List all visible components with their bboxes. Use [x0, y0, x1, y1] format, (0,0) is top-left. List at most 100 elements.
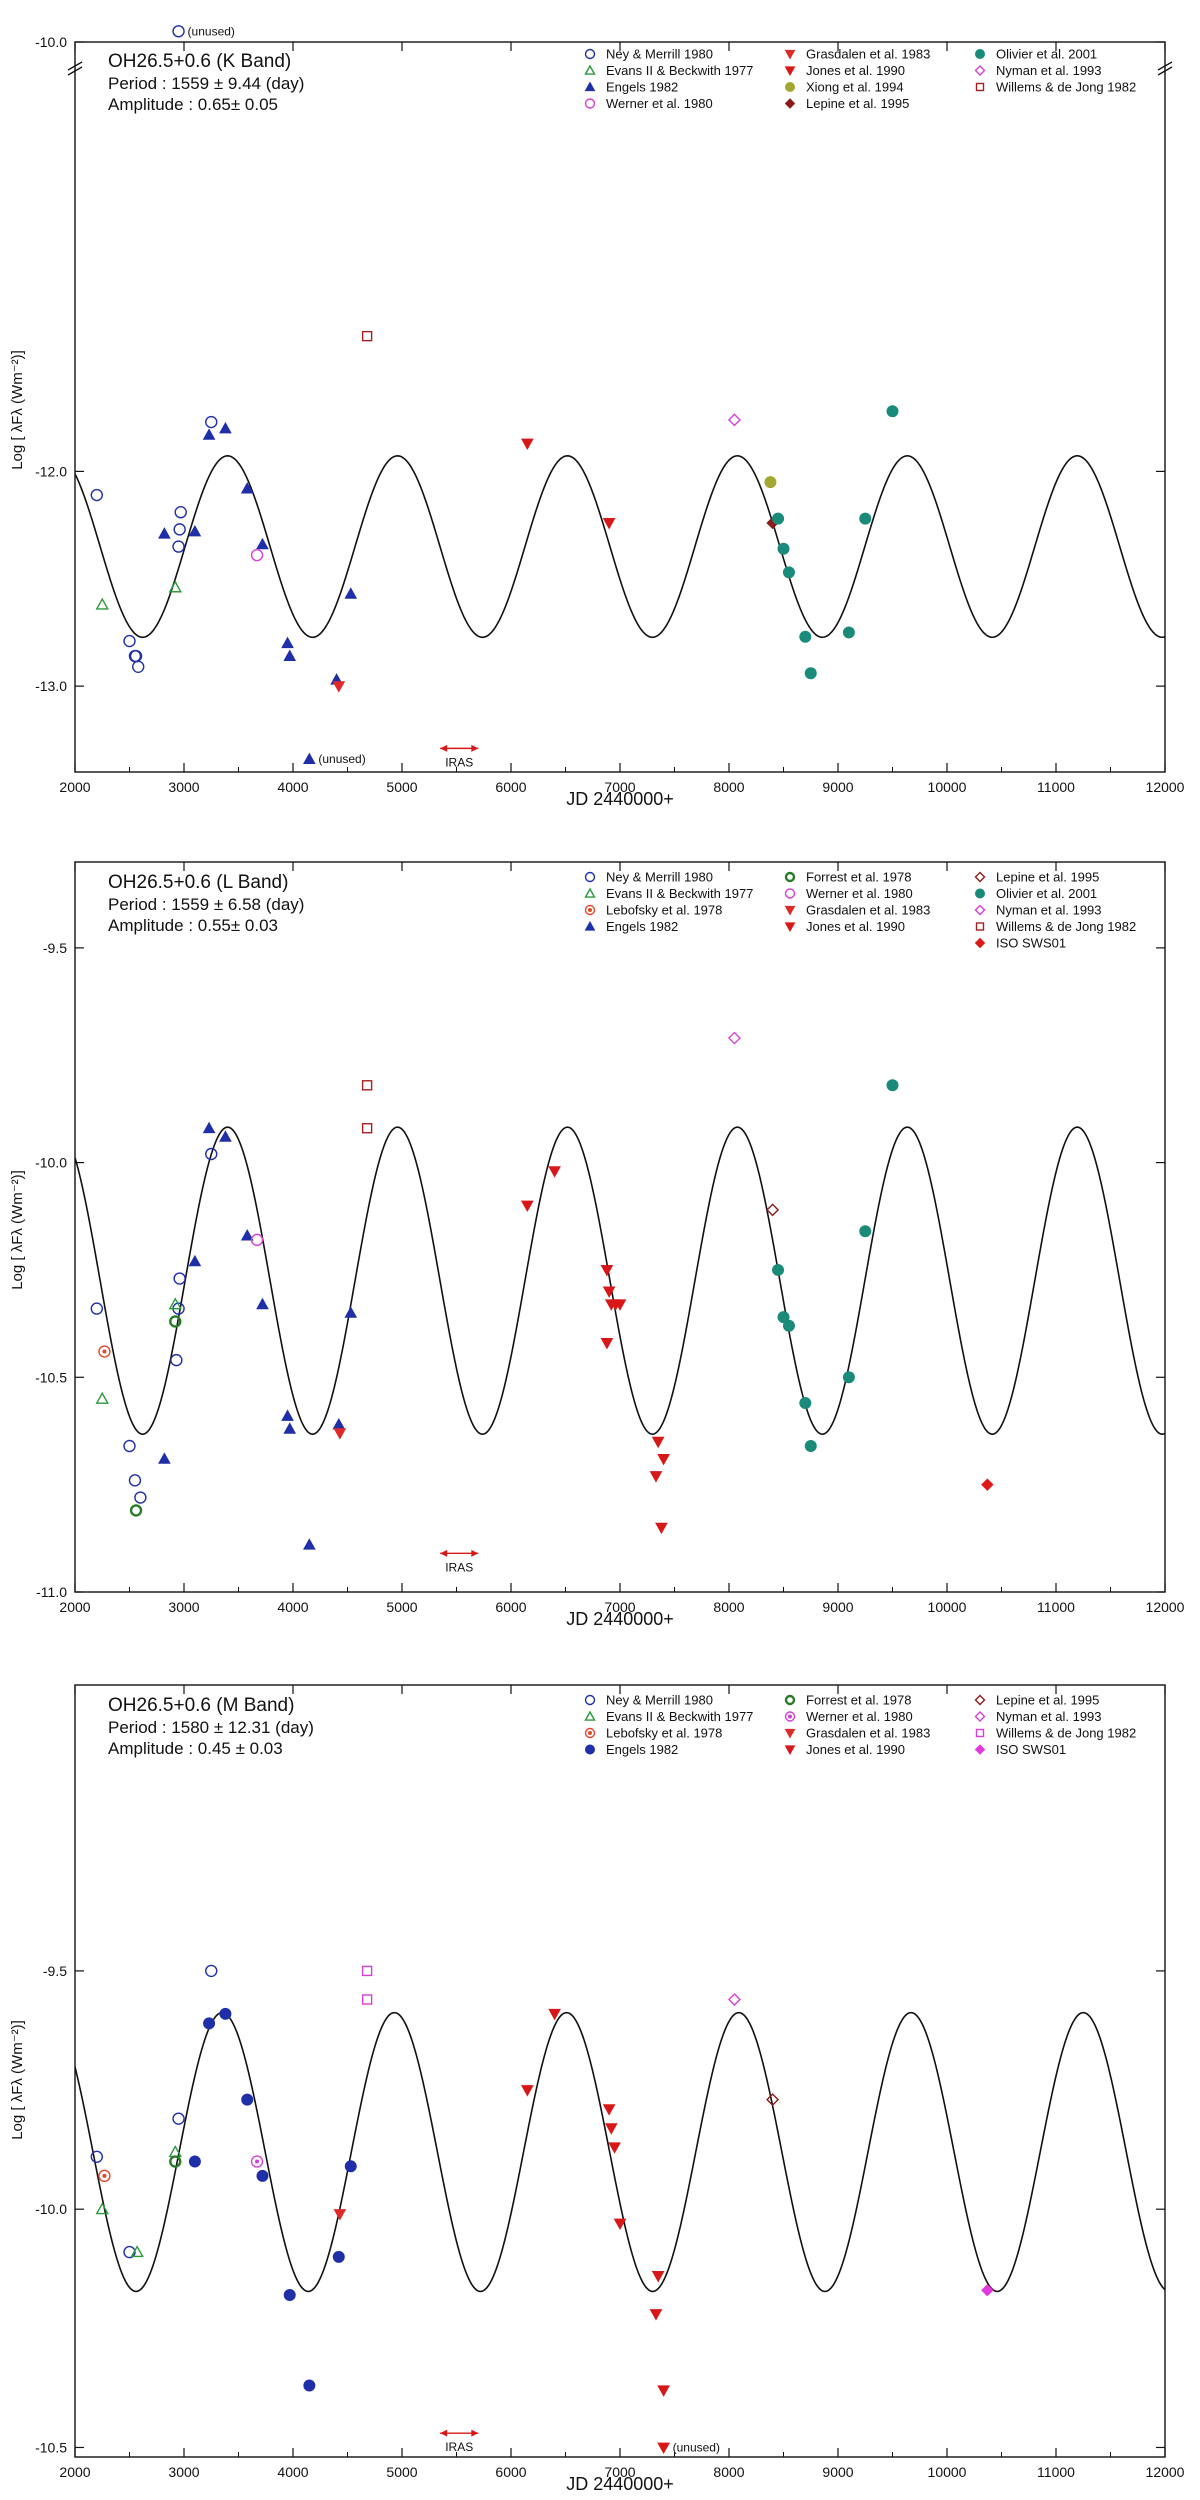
k-band-axis-break	[1157, 66, 1173, 76]
l-band-legend-marker	[584, 871, 596, 883]
m-band-data-point	[613, 2218, 627, 2231]
l-band-legend-label: Willems & de Jong 1982	[996, 919, 1136, 934]
k-band-axis-break	[67, 61, 83, 71]
l-band-legend-marker	[784, 905, 796, 916]
k-band-legend-label: Nyman et al. 1993	[996, 63, 1102, 78]
l-band-data-point	[283, 1422, 297, 1434]
l-band-legend-marker	[975, 922, 985, 931]
m-band-data-point	[649, 2309, 663, 2321]
l-band-data-point	[600, 1338, 614, 1350]
m-band-data-point	[651, 2271, 665, 2283]
k-band-data-point	[95, 597, 109, 610]
m-band-iras-label: IRAS	[445, 2440, 473, 2454]
m-band-data-point	[123, 2245, 136, 2259]
k-band-x-tick-label: 12000	[1146, 779, 1185, 795]
k-band-y-tick-label: -12.0	[35, 463, 67, 479]
l-band-period: Period : 1559 ± 6.58 (day)	[108, 895, 304, 914]
k-band-legend-marker	[584, 81, 596, 92]
l-band-title: OH26.5+0.6 (L Band)	[108, 872, 288, 893]
k-band-data-point	[332, 681, 346, 693]
k-band-unused-point	[172, 25, 185, 38]
l-band-data-point	[95, 1391, 109, 1404]
k-band-data-point	[281, 636, 294, 649]
m-band-legend-marker	[974, 1694, 986, 1706]
k-band-legend-label: Engels 1982	[606, 80, 678, 95]
l-band-x-axis-label: JD 2440000+	[566, 1609, 674, 1629]
k-band-legend-marker	[784, 98, 796, 109]
k-band-unused-point	[303, 752, 316, 765]
m-band-data-point	[205, 1964, 218, 1978]
k-band-legend-label: Lepine et al. 1995	[806, 96, 909, 111]
l-band-data-point	[548, 1166, 561, 1178]
k-band-legend-marker	[584, 98, 596, 109]
k-band-legend-marker	[784, 49, 796, 60]
m-band-legend-marker	[975, 1728, 985, 1738]
k-band-iras-label: IRAS	[445, 755, 473, 769]
l-band-data-point	[205, 1147, 218, 1161]
l-band-data-point	[188, 1254, 202, 1267]
l-band-x-tick-label: 12000	[1146, 1599, 1185, 1615]
m-band-data-point	[766, 2093, 780, 2107]
l-band-x-tick-label: 11000	[1037, 1599, 1075, 1615]
m-band-legend-label: Nyman et al. 1993	[996, 1709, 1102, 1724]
l-band-data-point	[169, 1315, 182, 1328]
l-band-data-point	[613, 1299, 627, 1311]
m-band-data-point	[95, 2202, 109, 2215]
k-band-y-tick-label: -13.0	[35, 678, 67, 694]
m-band-data-point	[333, 2209, 347, 2221]
m-band-x-tick-label: 10000	[928, 2464, 967, 2480]
m-band-y-tick-label: -9.5	[43, 1963, 67, 1979]
m-band-x-tick-label: 7000	[604, 2464, 635, 2480]
m-band-data-point	[90, 2150, 104, 2163]
m-band-legend-marker	[784, 1694, 796, 1706]
l-band-data-point	[170, 1353, 183, 1367]
k-band-x-tick-label: 8000	[713, 779, 744, 795]
m-band-data-point	[344, 2160, 357, 2173]
m-band-data-point	[361, 1994, 373, 2005]
m-band-data-point	[602, 2104, 616, 2116]
l-band-data-point	[655, 1522, 668, 1535]
l-band-data-point	[766, 1203, 780, 1217]
l-band-x-tick-label: 2000	[59, 1599, 90, 1615]
l-band-legend-label: Werner et al. 1980	[806, 886, 913, 901]
m-band-iras-arrow-head	[471, 2429, 479, 2437]
l-band-data-point	[250, 1233, 264, 1247]
m-band-x-tick-label: 9000	[822, 2464, 853, 2480]
m-band-legend-marker	[784, 1728, 796, 1739]
k-band-legend-label: Xiong et al. 1994	[806, 80, 904, 95]
l-band-legend-marker	[584, 887, 596, 898]
l-band-legend-marker	[975, 888, 985, 899]
l-band-data-point	[173, 1272, 186, 1285]
l-band-model-curve	[75, 1126, 1165, 1435]
l-band-data-point	[799, 1397, 812, 1410]
l-band-legend-label: Lebofsky et al. 1978	[606, 903, 722, 918]
k-band-legend-marker	[975, 49, 985, 59]
m-band-data-point	[203, 2017, 216, 2030]
m-band-legend-label: Grasdalen et al. 1983	[806, 1726, 930, 1741]
k-band-x-tick-label: 3000	[168, 779, 199, 795]
l-band-data-point	[602, 1286, 616, 1298]
m-band-legend-label: Forrest et al. 1978	[806, 1693, 912, 1708]
l-band-legend-marker	[974, 904, 986, 916]
k-band-legend-marker	[584, 48, 596, 60]
l-band-panel: OH26.5+0.6 (L Band) Period : 1559 ± 6.58…	[9, 861, 1185, 1629]
l-band-x-tick-label: 6000	[495, 1599, 526, 1615]
k-band-data-point	[188, 524, 202, 537]
k-band-legend-marker	[785, 82, 795, 92]
m-band-data-point	[241, 2093, 254, 2106]
l-band-data-point	[842, 1371, 855, 1384]
m-band-data-point	[521, 2085, 534, 2097]
m-band-legend-label: Willems & de Jong 1982	[996, 1726, 1136, 1741]
m-band-data-point	[608, 2142, 621, 2154]
l-band-data-point	[361, 1123, 373, 1134]
m-band-panel: OH26.5+0.6 (M Band) Period : 1580 ± 12.3…	[9, 1684, 1185, 2494]
l-band-legend-label: Forrest et al. 1978	[806, 870, 912, 885]
m-band-legend-label: ISO SWS01	[996, 1742, 1066, 1757]
l-band-data-point	[981, 1478, 994, 1491]
l-band-data-point	[219, 1130, 232, 1142]
m-band-data-point	[188, 2155, 201, 2168]
k-band-legend-marker	[974, 65, 986, 76]
l-band-data-point	[98, 1345, 111, 1358]
m-band-title: OH26.5+0.6 (M Band)	[108, 1695, 294, 1716]
